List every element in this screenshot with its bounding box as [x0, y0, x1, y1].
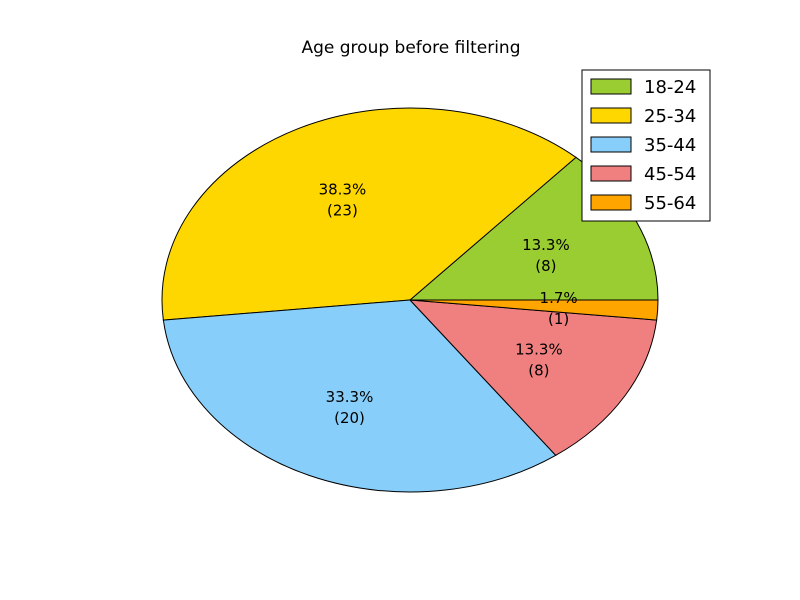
slice-percent-label: 38.3%	[319, 180, 367, 198]
pie-slice-35-44	[162, 299, 557, 493]
legend-label-45-54: 45-54	[644, 164, 696, 185]
legend-swatch-25-34	[590, 107, 632, 124]
legend-swatch-45-54	[590, 165, 632, 182]
slice-percent-label: 33.3%	[326, 388, 374, 406]
pie-slice-45-54	[408, 299, 658, 456]
slice-percent-label: 1.7%	[540, 289, 578, 307]
legend-label-18-24: 18-24	[644, 77, 696, 98]
pie-labels: 13.3% (8) 38.3% (23) 33.3% (20) 13.3% (8) 1.7% (1…	[319, 180, 578, 427]
slice-count-label: (8)	[528, 362, 549, 380]
pie-slices	[161, 107, 659, 493]
legend-swatch-35-44	[590, 136, 632, 153]
slice-count-label: (23)	[327, 201, 358, 219]
legend-label-35-44: 35-44	[644, 135, 696, 156]
slice-count-label: (1)	[548, 310, 569, 328]
legend: 18-24 25-34 35-44 45-54 55-64	[581, 69, 711, 222]
legend-label-55-64: 55-64	[644, 193, 696, 214]
slice-percent-label: 13.3%	[522, 236, 570, 254]
slice-count-label: (20)	[334, 409, 365, 427]
legend-label-25-34: 25-34	[644, 106, 696, 127]
legend-swatch-55-64	[590, 194, 632, 211]
slice-count-label: (8)	[535, 257, 556, 275]
chart-title: Age group before filtering	[301, 38, 520, 58]
pie-slice-25-34	[161, 107, 577, 321]
pie-slice-55-64	[409, 299, 659, 321]
legend-swatch-18-24	[590, 78, 632, 95]
slice-percent-label: 13.3%	[515, 341, 563, 359]
